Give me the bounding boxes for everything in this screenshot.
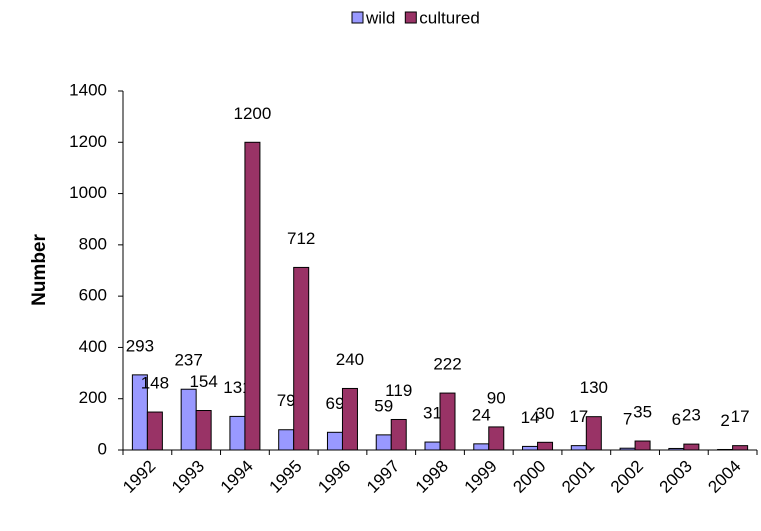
bar xyxy=(570,445,587,451)
y-tick-label: 600 xyxy=(79,286,107,305)
legend-label: cultured xyxy=(419,8,479,27)
bar xyxy=(537,441,554,451)
bar xyxy=(683,443,700,451)
x-tick-label: 1994 xyxy=(217,457,257,497)
x-tick-label: 2004 xyxy=(704,457,744,497)
x-tick-label: 1998 xyxy=(412,457,452,497)
data-label: 222 xyxy=(433,355,461,374)
x-tick-label: 2000 xyxy=(509,457,549,497)
data-label: 119 xyxy=(385,381,412,400)
bar xyxy=(619,447,636,451)
data-label: 79 xyxy=(277,391,296,410)
data-label: 69 xyxy=(326,394,345,413)
data-label: 14 xyxy=(521,408,540,427)
bar xyxy=(180,388,197,451)
data-label: 148 xyxy=(141,374,169,393)
data-label: 1200 xyxy=(234,104,272,123)
data-label: 24 xyxy=(472,405,491,424)
data-label: 130 xyxy=(580,378,608,397)
bar xyxy=(375,434,392,451)
y-tick-label: 800 xyxy=(79,234,107,253)
bar xyxy=(717,448,734,451)
bar xyxy=(146,411,163,451)
y-tick-label: 200 xyxy=(79,388,107,407)
data-label: 154 xyxy=(189,372,217,391)
data-label: 31 xyxy=(423,404,442,423)
data-label: 90 xyxy=(487,388,506,407)
y-tick-label: 1400 xyxy=(69,80,107,99)
data-label: 293 xyxy=(126,336,154,355)
y-tick-label: 0 xyxy=(98,439,107,458)
data-label: 712 xyxy=(287,229,315,248)
bar xyxy=(229,415,246,451)
x-tick-label: 1997 xyxy=(363,457,403,497)
x-tick-label: 2001 xyxy=(558,457,598,497)
bar xyxy=(439,392,456,451)
bar xyxy=(522,445,539,451)
legend-swatch xyxy=(404,11,417,24)
x-tick-label: 1999 xyxy=(461,457,501,497)
x-tick-label: 1995 xyxy=(266,457,306,497)
legend-label: wild xyxy=(365,8,395,27)
x-tick-label: 1993 xyxy=(168,457,208,497)
bar xyxy=(278,429,295,451)
data-label: 7 xyxy=(623,410,632,429)
bar xyxy=(326,431,343,451)
bar xyxy=(732,445,749,451)
data-label: 17 xyxy=(569,407,588,426)
bar xyxy=(488,426,505,451)
data-label: 59 xyxy=(374,396,393,415)
bar xyxy=(390,418,407,451)
y-tick-label: 1200 xyxy=(69,132,107,151)
data-label: 23 xyxy=(682,406,701,425)
bar xyxy=(195,410,212,451)
y-axis-label: Number xyxy=(29,234,50,306)
bar xyxy=(244,141,261,451)
bar xyxy=(424,441,441,451)
bar xyxy=(634,440,651,451)
bar xyxy=(585,416,602,451)
y-tick-label: 400 xyxy=(79,337,107,356)
y-tick-label: 1000 xyxy=(69,183,107,202)
x-tick-label: 2002 xyxy=(607,457,647,497)
data-label: 30 xyxy=(536,404,555,423)
data-label: 237 xyxy=(174,351,202,370)
x-tick-label: 1992 xyxy=(119,457,159,497)
data-label: 17 xyxy=(731,407,750,426)
bar xyxy=(473,443,490,451)
data-label: 2 xyxy=(720,411,729,430)
legend-swatch xyxy=(351,11,364,24)
x-tick-label: 1996 xyxy=(314,457,354,497)
bar xyxy=(668,447,685,451)
data-label: 240 xyxy=(336,350,364,369)
bar xyxy=(293,266,310,451)
data-label: 6 xyxy=(672,410,681,429)
x-tick-label: 2003 xyxy=(656,457,696,497)
bar xyxy=(341,387,358,451)
data-label: 35 xyxy=(633,403,652,422)
